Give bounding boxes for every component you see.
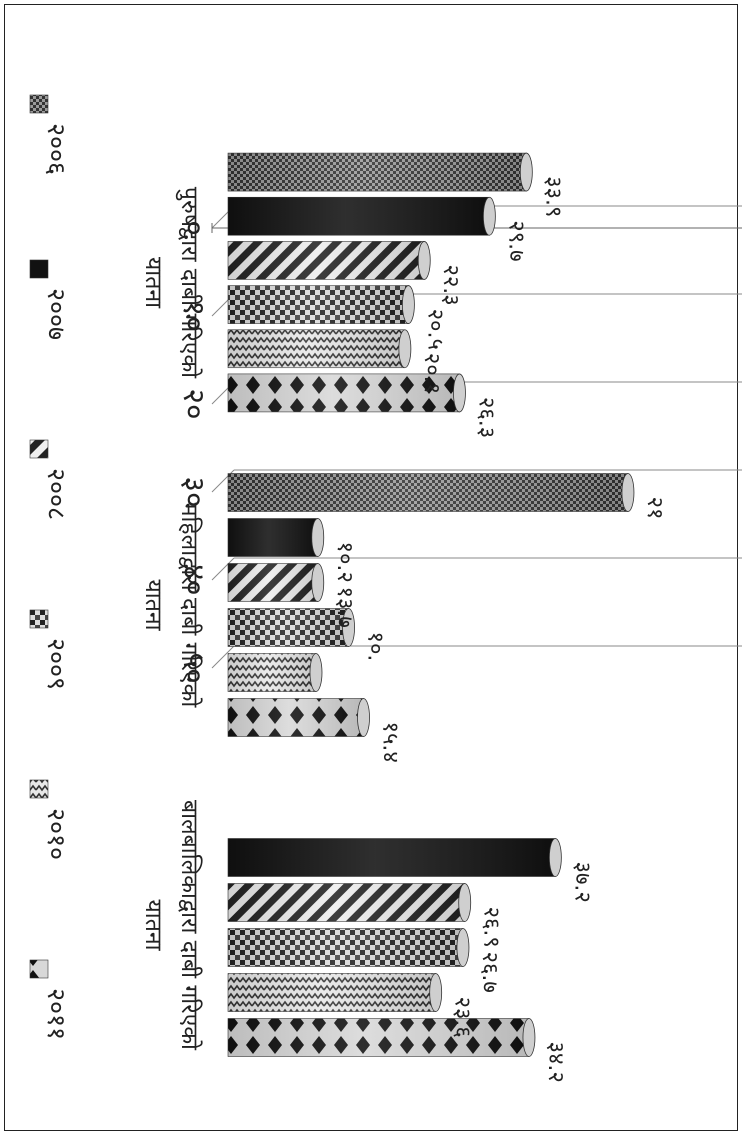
category-label: बालबालिकाद्वारा दाबी गरिएकोयातना: [140, 800, 203, 1051]
bar: [227, 698, 370, 737]
gridline-diagonal: [211, 557, 235, 581]
legend: २००६ २००७ २००८ २००९ २०१० २०११: [29, 94, 71, 1040]
legend-label: २००८: [42, 468, 71, 520]
bar: [227, 152, 533, 192]
data-label: २३.६: [450, 997, 475, 1038]
data-label: २६.९: [479, 907, 504, 948]
data-label: १५.४: [378, 722, 403, 763]
bar: [227, 196, 496, 236]
data-label: १०.: [363, 632, 388, 662]
legend-item: २०१०: [29, 779, 71, 860]
legend-swatch: [29, 439, 49, 459]
bar: [227, 518, 325, 557]
legend-item: २००८: [29, 439, 71, 520]
x-tick-label: १०: [176, 300, 211, 331]
bar: [227, 1018, 536, 1057]
legend-swatch: [29, 259, 49, 279]
data-label: २६.७: [477, 952, 502, 993]
category-label: महिलाद्वारा दाबी गरिएकोयातना: [140, 503, 203, 709]
data-label: २०.५: [422, 309, 447, 350]
bar: [227, 373, 466, 413]
data-label: ३३.९: [540, 176, 565, 217]
plot-area: [211, 152, 742, 1057]
data-label: १३.७: [332, 587, 357, 628]
bar: [227, 285, 415, 324]
x-tick-label: ४०: [176, 564, 211, 595]
bar: [227, 838, 562, 877]
legend-label: २००७: [42, 288, 71, 340]
data-label: ३४.२: [543, 1042, 568, 1083]
bar: [227, 973, 443, 1012]
legend-swatch: [29, 959, 49, 979]
bar: [227, 883, 472, 922]
data-label: २०.१: [419, 353, 444, 394]
legend-item: २००६: [29, 94, 71, 175]
gridline-diagonal: [211, 645, 235, 669]
bar: [227, 928, 470, 967]
data-label: २९.७: [503, 220, 528, 261]
legend-label: २०१०: [42, 808, 71, 860]
x-tick-label: २०: [176, 388, 211, 419]
x-tick-label: ३०: [176, 476, 211, 507]
bar: [227, 241, 431, 280]
x-tick-label: ०: [176, 220, 211, 236]
legend-item: २०११: [29, 959, 71, 1040]
legend-swatch: [29, 94, 49, 114]
legend-label: २००९: [42, 638, 71, 690]
chart-frame: [4, 4, 738, 1131]
bar: [227, 608, 355, 647]
labels-layer: ० १० २० ३० ४० ५० पुरुषद्वारा दाबी गरिएकोयातना ३…: [140, 176, 667, 1083]
bar: [227, 329, 412, 369]
data-label: २६.३: [473, 397, 498, 438]
data-label: ३७.२: [569, 862, 594, 903]
data-label: २२.३: [438, 264, 463, 305]
bar: [227, 473, 635, 512]
legend-swatch: [29, 609, 49, 629]
legend-item: २००७: [29, 259, 71, 340]
legend-swatch: [29, 779, 49, 799]
legend-item: २००९: [29, 609, 71, 690]
data-label: १०.२: [332, 542, 357, 583]
bar: [227, 653, 323, 692]
legend-label: २००६: [42, 123, 71, 175]
x-tick-label: ५०: [176, 652, 211, 683]
bar: [227, 563, 325, 602]
category-label: पुरुषद्वारा दाबी गरिएकोयातना: [140, 187, 203, 379]
legend-label: २०११: [42, 988, 71, 1040]
data-label: २१: [642, 497, 667, 520]
